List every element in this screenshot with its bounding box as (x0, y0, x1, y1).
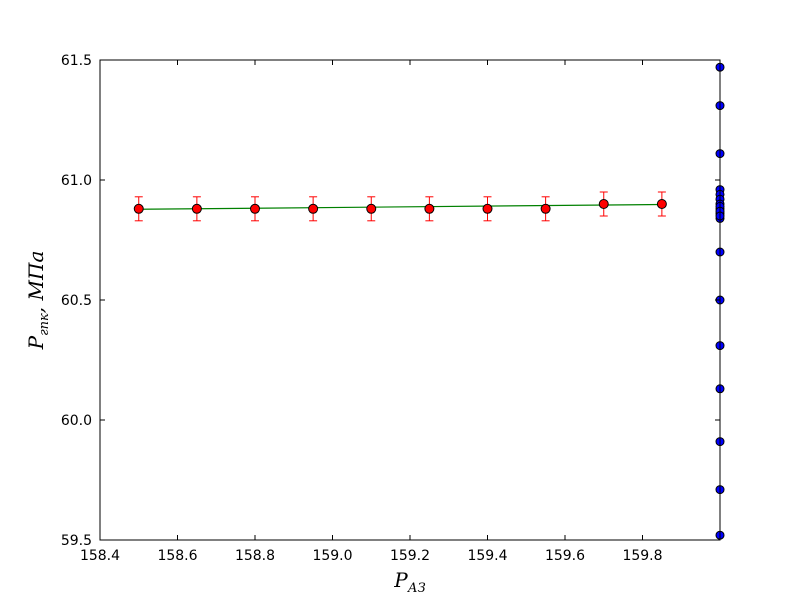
x-axis-label: PАЗ (393, 568, 425, 596)
x-tick-label-1: 158.6 (157, 548, 197, 564)
y-tick-label-3: 61.0 (61, 173, 92, 189)
x-tick-label-6: 159.6 (545, 548, 585, 564)
red-point-2 (250, 203, 260, 214)
x-tick-label-4: 159.2 (390, 548, 430, 564)
x-tick-label-7: 159.8 (622, 548, 662, 564)
y-tick-label-0: 59.5 (61, 533, 92, 549)
red-point-6 (482, 203, 493, 214)
y-axis-label-sub: гпк (37, 313, 52, 336)
y-axis-label-main: P (24, 335, 48, 350)
red-point-7 (540, 203, 551, 214)
red-point-4 (366, 203, 377, 214)
y-tick-label-2: 60.5 (61, 293, 92, 309)
ticks-layer: 158.4 158.6 158.8 159.0 159.2 159.4 159.6 159.8… (61, 53, 720, 564)
y-axis-label: Pгпк, МПа (24, 251, 52, 351)
red-point-9 (656, 199, 667, 209)
x-axis-label-sub: АЗ (407, 581, 426, 596)
red-point-1 (191, 203, 202, 214)
plot-area (100, 60, 720, 540)
x-tick-label-5: 159.4 (467, 548, 507, 564)
y-tick-label-4: 61.5 (61, 53, 92, 69)
y-tick-label-1: 60.0 (61, 413, 92, 429)
x-tick-label-3: 159.0 (312, 548, 352, 564)
red-point-8 (598, 199, 609, 209)
red-point-0 (133, 203, 144, 214)
plot-frame (99, 59, 721, 541)
x-tick-label-2: 158.8 (235, 548, 275, 564)
red-point-3 (308, 203, 319, 214)
x-tick-label-0: 158.4 (80, 548, 120, 564)
y-axis-label-suffix: , МПа (24, 251, 48, 314)
red-point-5 (424, 203, 435, 214)
x-axis-label-main: P (393, 568, 408, 592)
fit-line (138, 203, 662, 210)
